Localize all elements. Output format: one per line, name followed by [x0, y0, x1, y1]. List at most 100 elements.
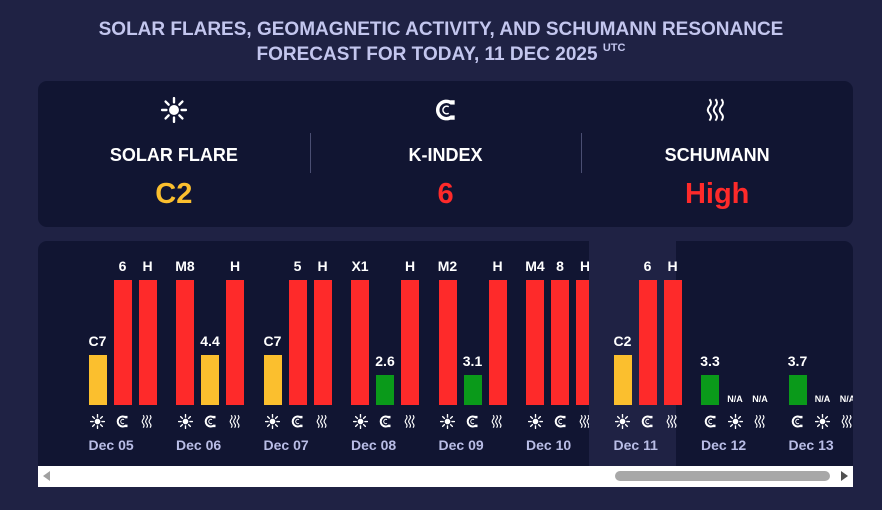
- day-column-today: C2 6 H Dec 11: [588, 241, 682, 466]
- chart-bar[interactable]: [551, 280, 569, 405]
- chart-bar[interactable]: [313, 280, 332, 405]
- waves-icon: [576, 413, 594, 429]
- sun-icon: [176, 413, 194, 429]
- bar-value-label: C7: [263, 333, 282, 349]
- chart-bar[interactable]: [613, 355, 632, 405]
- chart-bar[interactable]: [488, 280, 507, 405]
- chart-bar[interactable]: [463, 375, 482, 405]
- chart-bar[interactable]: [201, 355, 219, 405]
- chart-bar[interactable]: [788, 375, 807, 405]
- day-date-label: Dec 13: [788, 437, 834, 453]
- summary-value: 6: [437, 178, 454, 210]
- waves-icon: [839, 413, 854, 429]
- bar-value-label: 3.1: [462, 353, 483, 369]
- chart-bar[interactable]: [376, 375, 394, 405]
- bar-value-label: 2.6: [375, 353, 395, 369]
- magnet-icon: [464, 413, 482, 429]
- chart-bar[interactable]: [638, 280, 657, 405]
- waves-icon: [489, 413, 507, 429]
- title-utc: UTC: [602, 42, 626, 54]
- summary-panel: SOLAR FLARE C2 K-INDEX 6 SCHUMANN High: [38, 81, 853, 227]
- magnet-icon: [310, 97, 582, 123]
- magnet-icon: [289, 413, 307, 429]
- chart-bar[interactable]: [663, 280, 682, 405]
- day-date-label: Dec 10: [526, 437, 572, 453]
- sun-icon: [439, 413, 457, 429]
- bar-value-label: N/A: [752, 394, 768, 404]
- magnet-icon: [639, 413, 657, 429]
- scroll-thumb[interactable]: [615, 471, 830, 481]
- sun-icon: [351, 413, 369, 429]
- chart-bar[interactable]: [526, 280, 544, 405]
- summary-solar-flare: SOLAR FLARE C2: [38, 81, 310, 227]
- day-date-label: Dec 05: [88, 437, 134, 453]
- bar-value-label: M4: [525, 258, 545, 274]
- magnet-icon: [789, 413, 807, 429]
- day-date-label: Dec 11: [613, 437, 658, 453]
- bar-value-label: H: [667, 258, 678, 274]
- summary-value: High: [684, 178, 750, 210]
- chart-bar[interactable]: [401, 280, 419, 405]
- chart-bar[interactable]: [176, 280, 194, 405]
- bar-value-label: N/A: [727, 394, 743, 404]
- bar-value-label: C2: [613, 333, 632, 349]
- day-date-label: Dec 09: [438, 437, 484, 453]
- bar-value-label: H: [492, 258, 503, 274]
- horizontal-scrollbar[interactable]: [38, 466, 853, 487]
- summary-k-index: K-INDEX 6: [309, 81, 582, 227]
- day-date-label: Dec 12: [701, 437, 747, 453]
- forecast-chart[interactable]: C7 6 H Dec 05 M8 4.4 H Dec 06 C7 5 H Dec 07 X1 2.6 H De…: [38, 241, 853, 466]
- magnet-icon: [114, 413, 132, 429]
- title-line-2: FORECAST FOR TODAY, 11 DEC 2025 UTC: [0, 42, 882, 67]
- waves-icon: [139, 413, 157, 429]
- scroll-right-arrow-icon[interactable]: [841, 471, 848, 481]
- day-column: M8 4.4 H Dec 06: [151, 241, 244, 466]
- magnet-icon: [376, 413, 394, 429]
- sun-icon: [89, 413, 107, 429]
- bar-value-label: X1: [351, 258, 369, 274]
- waves-icon: [401, 413, 419, 429]
- bar-value-label: 3.7: [787, 353, 808, 369]
- magnet-icon: [551, 413, 569, 429]
- day-date-label: Dec 06: [176, 437, 222, 453]
- bar-value-label: H: [229, 258, 241, 274]
- chart-bar[interactable]: [88, 355, 107, 405]
- bar-value-label: C7: [88, 333, 107, 349]
- bar-value-label: H: [317, 258, 328, 274]
- summary-value: C2: [155, 178, 193, 210]
- day-column: M4 8 H Dec 10: [501, 241, 594, 466]
- chart-bar[interactable]: [288, 280, 307, 405]
- bar-value-label: H: [404, 258, 416, 274]
- waves-icon: [314, 413, 332, 429]
- sun-icon: [726, 413, 744, 429]
- bar-value-label: 4.4: [200, 333, 220, 349]
- scroll-left-arrow-icon[interactable]: [43, 471, 50, 481]
- day-column: 3.3 N/A N/A Dec 12: [676, 241, 767, 466]
- sun-icon: [614, 413, 632, 429]
- chart-bar[interactable]: [113, 280, 132, 405]
- day-column: M2 3.1 H Dec 09: [414, 241, 507, 466]
- title-line-1: SOLAR FLARES, GEOMAGNETIC ACTIVITY, AND …: [98, 19, 784, 40]
- bar-value-label: N/A: [839, 394, 853, 404]
- day-column: [38, 241, 63, 466]
- summary-label: SOLAR FLARE: [109, 145, 238, 165]
- chart-bar[interactable]: [438, 280, 457, 405]
- waves-icon: [581, 97, 853, 123]
- day-column: C7 5 H Dec 07: [239, 241, 332, 466]
- bar-value-label: 6: [643, 258, 652, 274]
- sun-icon: [38, 97, 310, 123]
- summary-label: SCHUMANN: [664, 145, 770, 165]
- title-line-2-text: FORECAST FOR TODAY, 11 DEC 2025: [256, 44, 598, 65]
- day-column: C7 6 H Dec 05: [64, 241, 157, 466]
- chart-bar[interactable]: [351, 280, 369, 405]
- bar-value-label: N/A: [814, 394, 831, 404]
- sun-icon: [264, 413, 282, 429]
- page-title: SOLAR FLARES, GEOMAGNETIC ACTIVITY, AND …: [0, 17, 882, 67]
- chart-bar[interactable]: [701, 375, 719, 405]
- bar-value-label: 3.3: [700, 353, 720, 369]
- chart-bar[interactable]: [138, 280, 157, 405]
- bar-value-label: 8: [556, 258, 564, 274]
- chart-bar[interactable]: [263, 355, 282, 405]
- chart-bar[interactable]: [226, 280, 244, 405]
- bar-value-label: M2: [437, 258, 458, 274]
